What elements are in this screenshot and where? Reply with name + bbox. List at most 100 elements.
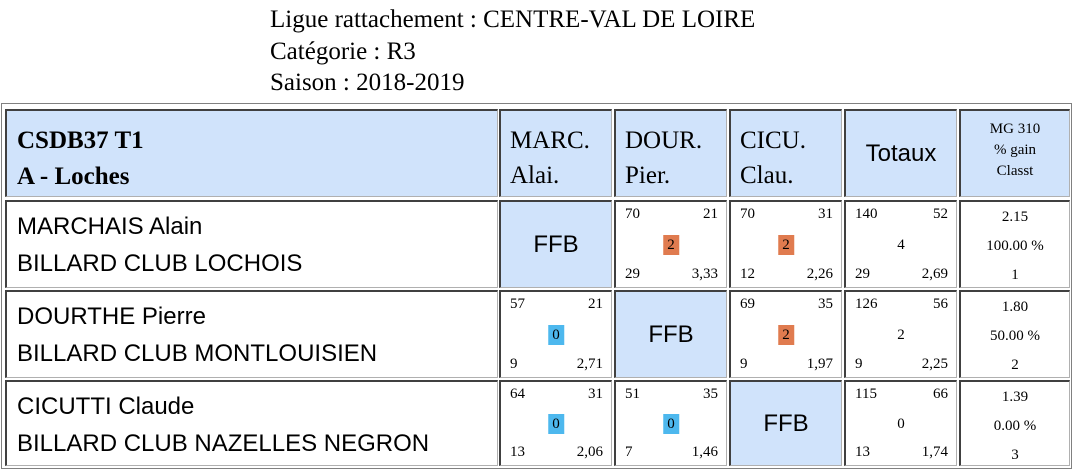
summary-cell: 1.80 50.00 % 2 — [959, 290, 1070, 378]
match-points-badge: 2 — [778, 234, 794, 255]
totals-cell: 140 52 4 29 2,69 — [844, 200, 957, 288]
match-high-run: 13 — [510, 444, 525, 460]
match-cell: 69 35 2 9 1,97 — [729, 290, 842, 378]
total-innings: 56 — [933, 296, 948, 312]
match-average: 1,46 — [691, 444, 718, 460]
match-points-badge: 2 — [778, 324, 794, 345]
categorie-line: Catégorie : R3 — [270, 37, 416, 65]
match-points-scored: 70 — [740, 206, 755, 222]
club-name: A - Loches — [17, 163, 130, 190]
match-high-run: 9 — [510, 356, 518, 372]
header-totaux: Totaux — [844, 109, 957, 197]
header-player-1-line1: MARC. — [510, 127, 590, 154]
match-points-badge: 0 — [663, 413, 679, 434]
header-player-2: DOUR. Pier. — [614, 109, 727, 197]
match-average: 2,06 — [576, 444, 603, 460]
match-cell: 70 21 2 29 3,33 — [614, 200, 727, 288]
match-high-run: 12 — [740, 266, 755, 282]
summary-rank: 1 — [1011, 267, 1019, 283]
total-average: 1,74 — [921, 444, 948, 460]
total-points-scored: 126 — [855, 296, 878, 312]
total-high-run: 29 — [855, 266, 870, 282]
match-innings: 31 — [588, 386, 603, 402]
total-average: 2,25 — [921, 356, 948, 372]
ffb-cell: FFB — [499, 200, 612, 288]
match-innings: 35 — [703, 386, 718, 402]
header-player-3: CICU. Clau. — [729, 109, 842, 197]
match-average: 2,26 — [806, 266, 833, 282]
club-code: CSDB37 T1 — [17, 127, 144, 154]
player-club: BILLARD CLUB LOCHOIS — [17, 250, 303, 277]
match-points-scored: 64 — [510, 386, 525, 402]
match-innings: 21 — [588, 296, 603, 312]
player-cell-2: DOURTHE Pierre BILLARD CLUB MONTLOUISIEN — [5, 290, 498, 378]
results-table: CSDB37 T1 A - Loches MARC. Alai. DOUR. P… — [1, 103, 1072, 469]
header-player-1-line2: Alai. — [510, 162, 560, 189]
total-high-run: 13 — [855, 444, 870, 460]
total-match-points: 0 — [897, 415, 905, 432]
summary-mg: 1.80 — [1001, 299, 1029, 315]
summary-rank: 2 — [1011, 357, 1019, 373]
total-innings: 52 — [933, 206, 948, 222]
totals-cell: 126 56 2 9 2,25 — [844, 290, 957, 378]
team-header-cell: CSDB37 T1 A - Loches — [5, 109, 498, 197]
total-average: 2,69 — [921, 266, 948, 282]
summary-pct: 100.00 % — [986, 238, 1044, 254]
header-player-2-line1: DOUR. — [625, 127, 703, 154]
match-innings: 31 — [818, 206, 833, 222]
header-player-3-line2: Clau. — [740, 162, 794, 189]
match-points-scored: 57 — [510, 296, 525, 312]
match-cell: 51 35 0 7 1,46 — [614, 380, 727, 466]
summary-cell: 2.15 100.00 % 1 — [959, 200, 1070, 288]
summary-mg: 1.39 — [1001, 389, 1029, 405]
match-high-run: 9 — [740, 356, 748, 372]
match-points-badge: 2 — [663, 234, 679, 255]
match-points-scored: 51 — [625, 386, 640, 402]
match-points-badge: 0 — [548, 413, 564, 434]
match-cell: 57 21 0 9 2,71 — [499, 290, 612, 378]
header-mg-line3: Classt — [996, 163, 1034, 179]
match-average: 3,33 — [691, 266, 718, 282]
match-average: 1,97 — [806, 356, 833, 372]
header-mg-line2: % gain — [993, 142, 1037, 158]
match-innings: 21 — [703, 206, 718, 222]
match-points-scored: 70 — [625, 206, 640, 222]
summary-pct: 50.00 % — [990, 328, 1040, 344]
match-points-scored: 69 — [740, 296, 755, 312]
header-mg: MG 310 % gain Classt — [959, 109, 1070, 197]
match-cell: 64 31 0 13 2,06 — [499, 380, 612, 466]
summary-rank: 3 — [1011, 447, 1019, 463]
header-player-1: MARC. Alai. — [499, 109, 612, 197]
match-cell: 70 31 2 12 2,26 — [729, 200, 842, 288]
match-high-run: 29 — [625, 266, 640, 282]
total-points-scored: 140 — [855, 206, 878, 222]
competition-info: Ligue rattachement : CENTRE-VAL DE LOIRE… — [270, 4, 755, 99]
summary-mg: 2.15 — [1001, 209, 1029, 225]
match-innings: 35 — [818, 296, 833, 312]
match-high-run: 7 — [625, 444, 633, 460]
player-club: BILLARD CLUB NAZELLES NEGRON — [17, 430, 430, 457]
player-name: MARCHAIS Alain — [17, 213, 203, 240]
player-cell-1: MARCHAIS Alain BILLARD CLUB LOCHOIS — [5, 200, 498, 288]
summary-pct: 0.00 % — [993, 418, 1037, 434]
match-average: 2,71 — [576, 356, 603, 372]
match-points-badge: 0 — [548, 324, 564, 345]
total-innings: 66 — [933, 386, 948, 402]
total-high-run: 9 — [855, 356, 863, 372]
header-player-2-line2: Pier. — [625, 162, 671, 189]
totals-cell: 115 66 0 13 1,74 — [844, 380, 957, 466]
ffb-cell: FFB — [729, 380, 842, 466]
header-mg-line1: MG 310 — [989, 121, 1041, 137]
header-player-3-line1: CICU. — [740, 127, 806, 154]
player-name: DOURTHE Pierre — [17, 303, 206, 330]
saison-line: Saison : 2018-2019 — [270, 69, 465, 96]
player-club: BILLARD CLUB MONTLOUISIEN — [17, 340, 378, 367]
summary-cell: 1.39 0.00 % 3 — [959, 380, 1070, 466]
total-match-points: 2 — [897, 326, 905, 343]
player-name: CICUTTI Claude — [17, 393, 195, 420]
total-points-scored: 115 — [855, 386, 877, 402]
player-cell-3: CICUTTI Claude BILLARD CLUB NAZELLES NEG… — [5, 380, 498, 466]
ligue-line: Ligue rattachement : CENTRE-VAL DE LOIRE — [270, 6, 756, 33]
ffb-cell: FFB — [614, 290, 727, 378]
total-match-points: 4 — [897, 236, 905, 253]
